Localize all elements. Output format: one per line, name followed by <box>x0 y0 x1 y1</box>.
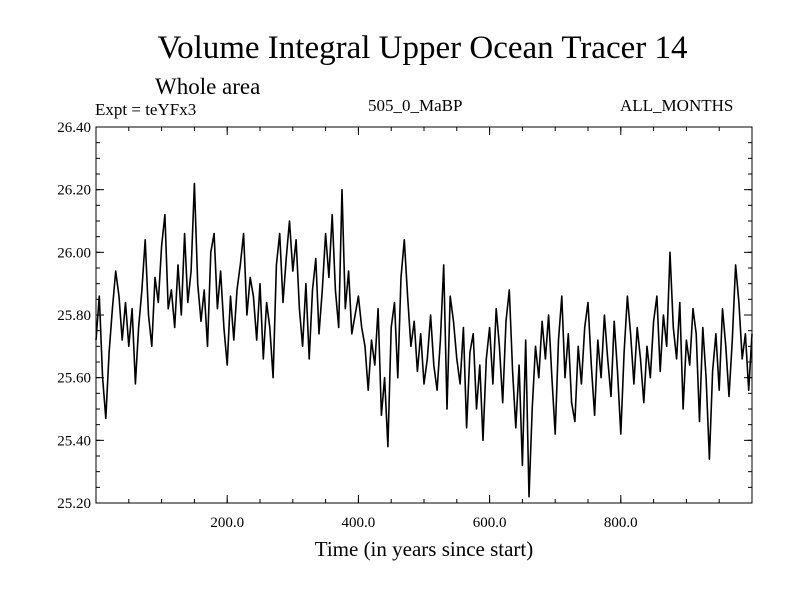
y-tick-label: 26.40 <box>57 120 91 136</box>
x-tick-label: 400.0 <box>342 515 376 531</box>
x-tick-label: 600.0 <box>473 515 507 531</box>
y-tick-label: 25.20 <box>57 496 91 512</box>
y-tick-label: 25.80 <box>57 308 91 324</box>
y-tick-label: 26.00 <box>57 245 91 261</box>
y-tick-label: 25.40 <box>57 433 91 449</box>
x-tick-label: 200.0 <box>210 515 244 531</box>
y-tick-label: 26.20 <box>57 183 91 199</box>
series-line <box>96 183 752 496</box>
x-axis-title: Time (in years since start) <box>315 537 534 561</box>
x-tick-label: 800.0 <box>604 515 638 531</box>
y-tick-label: 25.60 <box>57 371 91 387</box>
chart: 25.20 25.40 25.60 25.80 26.00 26.20 26.40 200.… <box>0 0 800 600</box>
y-axis: 25.20 25.40 25.60 25.80 26.00 26.20 26.40 <box>57 120 752 512</box>
